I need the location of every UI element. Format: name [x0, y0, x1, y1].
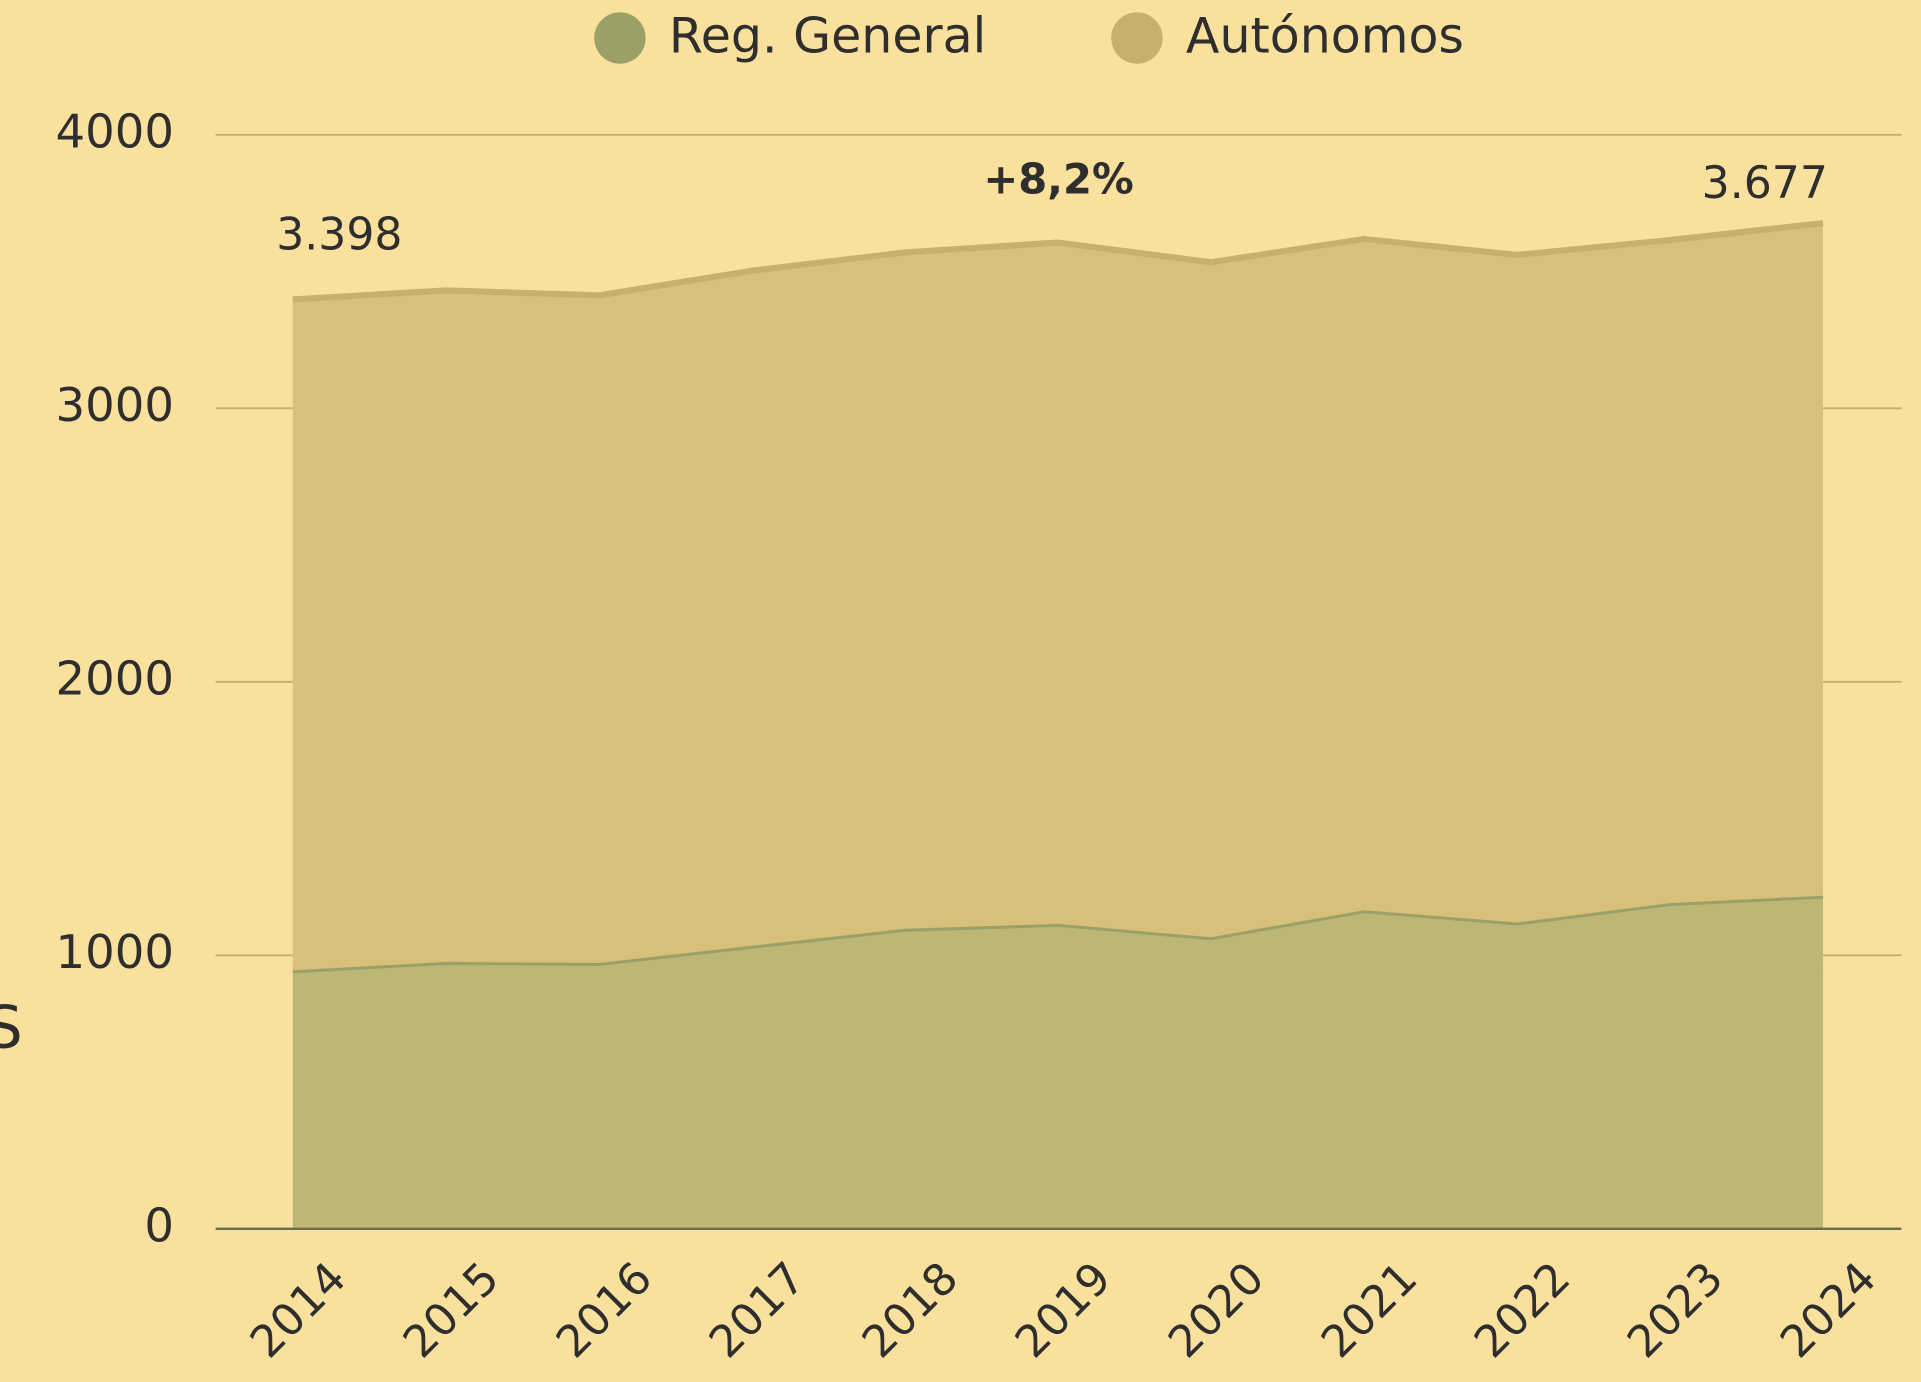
y-axis-label: S — [0, 993, 23, 1062]
y-tick-label: 3000 — [55, 378, 173, 432]
y-tick-label: 1000 — [55, 925, 173, 979]
line — [292, 220, 1824, 303]
legend-marker — [594, 12, 646, 64]
y-tick-label: 2000 — [55, 651, 173, 705]
annotation: +8,2% — [983, 155, 1133, 204]
annotation: 3.398 — [276, 210, 402, 261]
legend-marker — [1111, 12, 1163, 64]
legend-label: Reg. General — [669, 8, 986, 65]
y-tick-label: 4000 — [55, 104, 173, 158]
area — [292, 223, 1823, 971]
legend-label: Autónomos — [1186, 8, 1464, 65]
annotation: 3.677 — [1702, 158, 1828, 209]
area — [292, 895, 1823, 1229]
y-tick-label: 0 — [144, 1198, 174, 1252]
